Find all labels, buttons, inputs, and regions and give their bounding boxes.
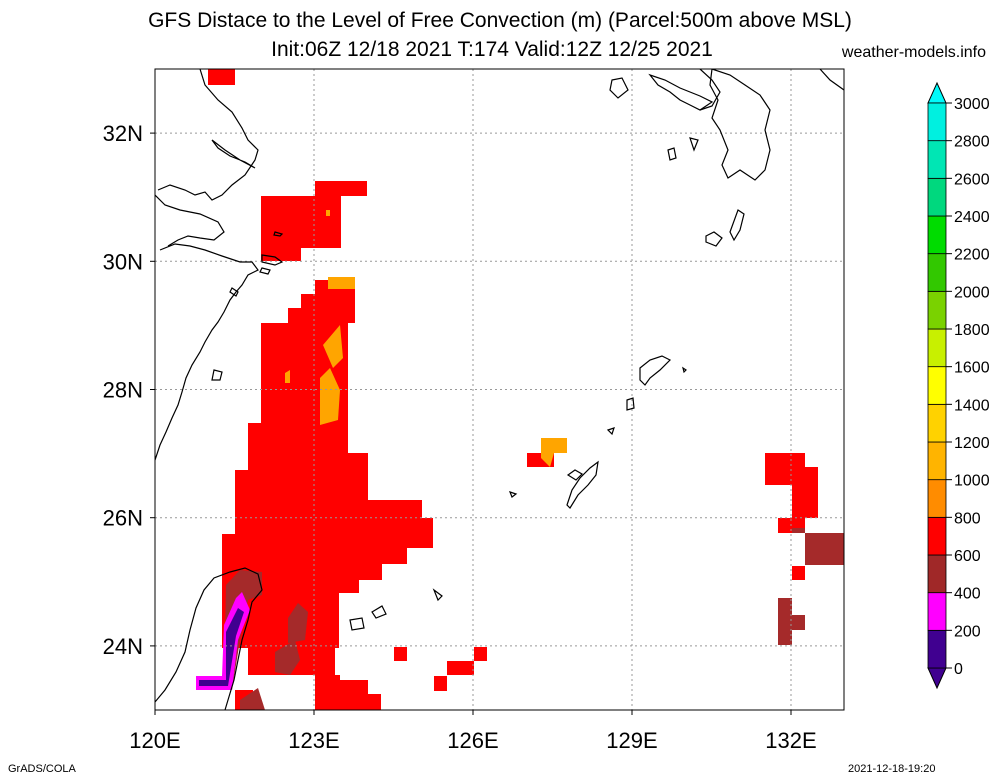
lat-tick-label: 28N <box>103 378 143 403</box>
lat-tick-label: 30N <box>103 249 143 274</box>
lon-tick-label: 126E <box>447 728 498 753</box>
map-subtitle: Init:06Z 12/18 2021 T:174 Valid:12Z 12/2… <box>271 38 713 61</box>
colorbar-segment <box>927 290 947 330</box>
colorbar-label: 600 <box>954 548 981 565</box>
colorbar-segment <box>927 554 947 594</box>
colorbar-segment <box>927 102 947 142</box>
colorbar-segment <box>927 177 947 217</box>
lat-tick-label: 26N <box>103 506 143 531</box>
colorbar: 0 200 400 600 800 1000 1200 1400 1600 1800 2000 220… <box>927 81 990 690</box>
colorbar-segment <box>927 366 947 405</box>
colorbar-segment <box>927 215 947 255</box>
colorbar-label: 1200 <box>954 435 990 452</box>
colorbar-below-triangle <box>927 667 947 690</box>
latitude-labels: 24N 26N 28N 30N 32N <box>103 121 155 659</box>
footer-software: GrADS/COLA <box>8 763 76 775</box>
colorbar-segment <box>927 479 947 518</box>
colorbar-label: 200 <box>954 623 981 640</box>
coastlines <box>155 69 844 710</box>
colorbar-segment <box>927 516 947 556</box>
magenta-region <box>196 592 250 690</box>
lon-tick-label: 120E <box>129 728 180 753</box>
colorbar-segment <box>927 253 947 292</box>
lon-tick-label: 123E <box>288 728 339 753</box>
colorbar-label: 1000 <box>954 473 990 490</box>
lon-tick-label: 132E <box>765 728 816 753</box>
lat-tick-label: 32N <box>103 121 143 146</box>
colorbar-label: 1800 <box>954 322 990 339</box>
footer-timestamp: 2021-12-18-19:20 <box>848 763 936 775</box>
lon-tick-label: 129E <box>606 728 657 753</box>
colorbar-label: 0 <box>954 661 963 678</box>
colorbar-label: 2000 <box>954 284 990 301</box>
colorbar-segment <box>927 592 947 631</box>
site-credit: weather-models.info <box>841 44 986 61</box>
lfc-shading <box>196 69 844 710</box>
map-title: GFS Distace to the Level of Free Convect… <box>148 9 852 32</box>
lat-tick-label: 24N <box>103 634 143 659</box>
colorbar-above-triangle <box>927 81 947 104</box>
longitude-labels: 120E 123E 126E 129E 132E <box>129 710 817 753</box>
colorbar-segment <box>927 140 947 179</box>
colorbar-label: 800 <box>954 510 981 527</box>
colorbar-label: 400 <box>954 586 981 603</box>
colorbar-label: 2400 <box>954 209 990 226</box>
colorbar-segment <box>927 629 947 669</box>
colorbar-segment <box>927 403 947 443</box>
colorbar-label: 3000 <box>954 96 990 113</box>
colorbar-label: 1400 <box>954 397 990 414</box>
orange-region <box>285 210 567 467</box>
colorbar-segment <box>927 441 947 481</box>
colorbar-label: 1600 <box>954 360 990 377</box>
colorbar-segment <box>927 328 947 368</box>
colorbar-label: 2600 <box>954 171 990 188</box>
colorbar-label: 2800 <box>954 134 990 151</box>
colorbar-label: 2200 <box>954 247 990 264</box>
